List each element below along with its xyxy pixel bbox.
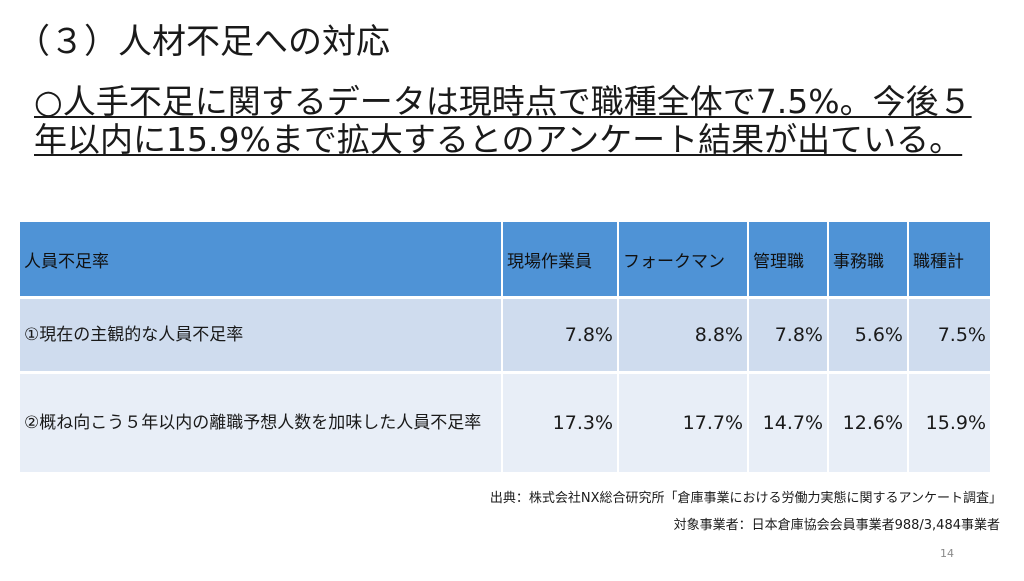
cell-value: 17.7%: [619, 371, 749, 472]
staff-shortage-table: 人員不足率 現場作業員 フォークマン 管理職 事務職 職種計 ①現在の主観的な人…: [20, 222, 990, 472]
page-number: 14: [940, 547, 954, 560]
table-row: ①現在の主観的な人員不足率 7.8% 8.8% 7.8% 5.6% 7.5%: [20, 296, 990, 371]
lead-text-underlined: ○人手不足に関するデータは現時点で職種全体で7.5%。今後５年以内に15.9%ま…: [34, 82, 972, 159]
cell-value: 7.8%: [749, 296, 829, 371]
header-forklift-operators: フォークマン: [619, 222, 749, 296]
cell-value: 15.9%: [909, 371, 990, 472]
lead-text: ○人手不足に関するデータは現時点で職種全体で7.5%。今後５年以内に15.9%ま…: [34, 83, 994, 159]
cell-value: 7.8%: [503, 296, 619, 371]
header-field-workers: 現場作業員: [503, 222, 619, 296]
cell-value: 14.7%: [749, 371, 829, 472]
row-label-current: ①現在の主観的な人員不足率: [20, 296, 503, 371]
survey-subjects-note: 対象事業者：日本倉庫協会会員事業者988/3,484事業者: [673, 518, 1000, 533]
source-note: 出典：株式会社NX総合研究所「倉庫事業における労働力実態に関するアンケート調査」: [489, 491, 1002, 506]
table-header-row: 人員不足率 現場作業員 フォークマン 管理職 事務職 職種計: [20, 222, 990, 296]
cell-value: 8.8%: [619, 296, 749, 371]
header-staff-shortage-rate: 人員不足率: [20, 222, 503, 296]
slide-title: （３）人材不足への対応: [16, 22, 390, 62]
header-managers: 管理職: [749, 222, 829, 296]
header-all-jobs: 職種計: [909, 222, 990, 296]
header-office-staff: 事務職: [829, 222, 909, 296]
row-label-five-year: ②概ね向こう５年以内の離職予想人数を加味した人員不足率: [20, 371, 503, 472]
cell-value: 7.5%: [909, 296, 990, 371]
cell-value: 12.6%: [829, 371, 909, 472]
cell-value: 5.6%: [829, 296, 909, 371]
table-row: ②概ね向こう５年以内の離職予想人数を加味した人員不足率 17.3% 17.7% …: [20, 371, 990, 472]
cell-value: 17.3%: [503, 371, 619, 472]
